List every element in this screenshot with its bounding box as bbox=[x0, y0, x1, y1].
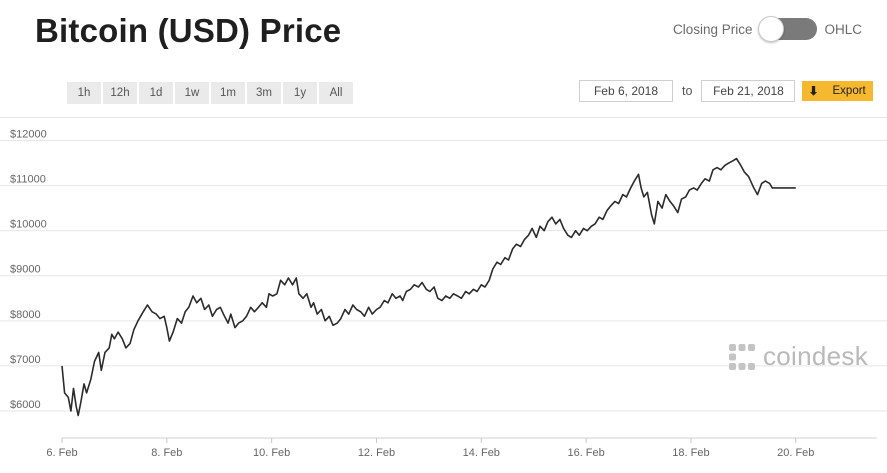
range-button-1h[interactable]: 1h bbox=[67, 82, 101, 104]
x-tick-label: 6. Feb bbox=[46, 447, 77, 459]
to-label: to bbox=[682, 84, 693, 98]
from-date-input[interactable]: Feb 6, 2018 bbox=[579, 80, 673, 102]
download-arrow-icon: ⬇ bbox=[808, 84, 819, 98]
header-divider bbox=[0, 117, 887, 118]
y-tick-label: $11000 bbox=[10, 174, 46, 186]
range-button-1y[interactable]: 1y bbox=[283, 82, 317, 104]
y-tick-label: $12000 bbox=[10, 129, 47, 141]
range-button-all[interactable]: All bbox=[319, 82, 353, 104]
x-tick-label: 12. Feb bbox=[358, 447, 395, 459]
x-tick-label: 16. Feb bbox=[567, 447, 604, 459]
y-tick-label: $9000 bbox=[10, 264, 41, 276]
export-label: Export bbox=[832, 85, 866, 97]
range-button-1m[interactable]: 1m bbox=[211, 82, 245, 104]
range-button-1d[interactable]: 1d bbox=[139, 82, 173, 104]
export-button[interactable]: ⬇ Export bbox=[802, 81, 874, 101]
price-type-toggle-group: Closing Price OHLC bbox=[666, 16, 869, 42]
to-date-input[interactable]: Feb 21, 2018 bbox=[701, 80, 796, 102]
y-tick-label: $10000 bbox=[10, 219, 47, 231]
coindesk-logo-icon bbox=[729, 343, 755, 370]
price-type-toggle[interactable] bbox=[758, 16, 818, 42]
range-button-12h[interactable]: 12h bbox=[103, 82, 137, 104]
closing-price-label: Closing Price bbox=[672, 21, 753, 37]
brand-name: coindesk bbox=[763, 341, 869, 371]
x-tick-label: 18. Feb bbox=[672, 447, 709, 459]
y-tick-label: $7000 bbox=[10, 354, 41, 366]
x-tick-label: 10. Feb bbox=[253, 447, 290, 459]
x-tick-label: 20. Feb bbox=[777, 447, 814, 459]
x-tick-label: 8. Feb bbox=[151, 447, 182, 459]
coindesk-watermark: coindesk bbox=[727, 341, 868, 372]
price-series-line bbox=[61, 157, 796, 417]
page-title: Bitcoin (USD) Price bbox=[35, 12, 342, 49]
y-tick-label: $8000 bbox=[10, 309, 41, 321]
y-tick-label: $6000 bbox=[10, 399, 41, 411]
range-button-1w[interactable]: 1w bbox=[175, 82, 209, 104]
date-range-row: Feb 6, 2018 to Feb 21, 2018 ⬇ Export bbox=[579, 80, 874, 102]
range-button-3m[interactable]: 3m bbox=[247, 82, 281, 104]
toggle-knob bbox=[758, 16, 785, 42]
x-tick-label: 14. Feb bbox=[463, 447, 500, 459]
ohlc-label: OHLC bbox=[824, 21, 862, 37]
time-range-selector: 1h 12h 1d 1w 1m 3m 1y All bbox=[67, 82, 353, 104]
